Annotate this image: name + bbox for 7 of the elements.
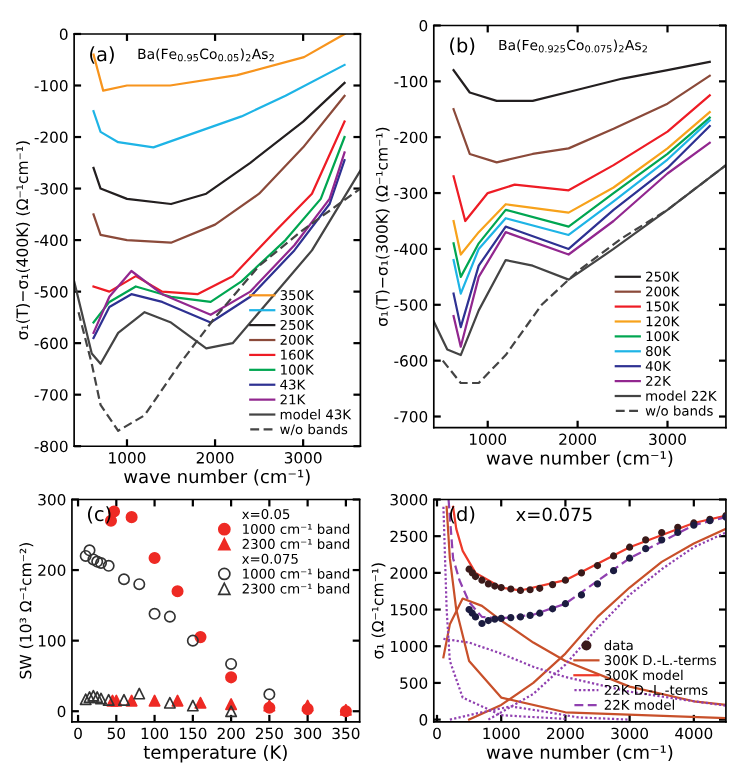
- annotation: (b): [450, 37, 475, 55]
- x-axis-title: wave number (cm⁻¹): [486, 744, 673, 762]
- x-axis-title: temperature (K): [143, 744, 287, 763]
- x-axis-title: wave number (cm⁻¹): [124, 469, 310, 486]
- annotation: x=0.075: [516, 507, 592, 522]
- annotation: (a): [90, 46, 114, 64]
- x-axis-title: wave number (cm⁻¹): [486, 450, 673, 467]
